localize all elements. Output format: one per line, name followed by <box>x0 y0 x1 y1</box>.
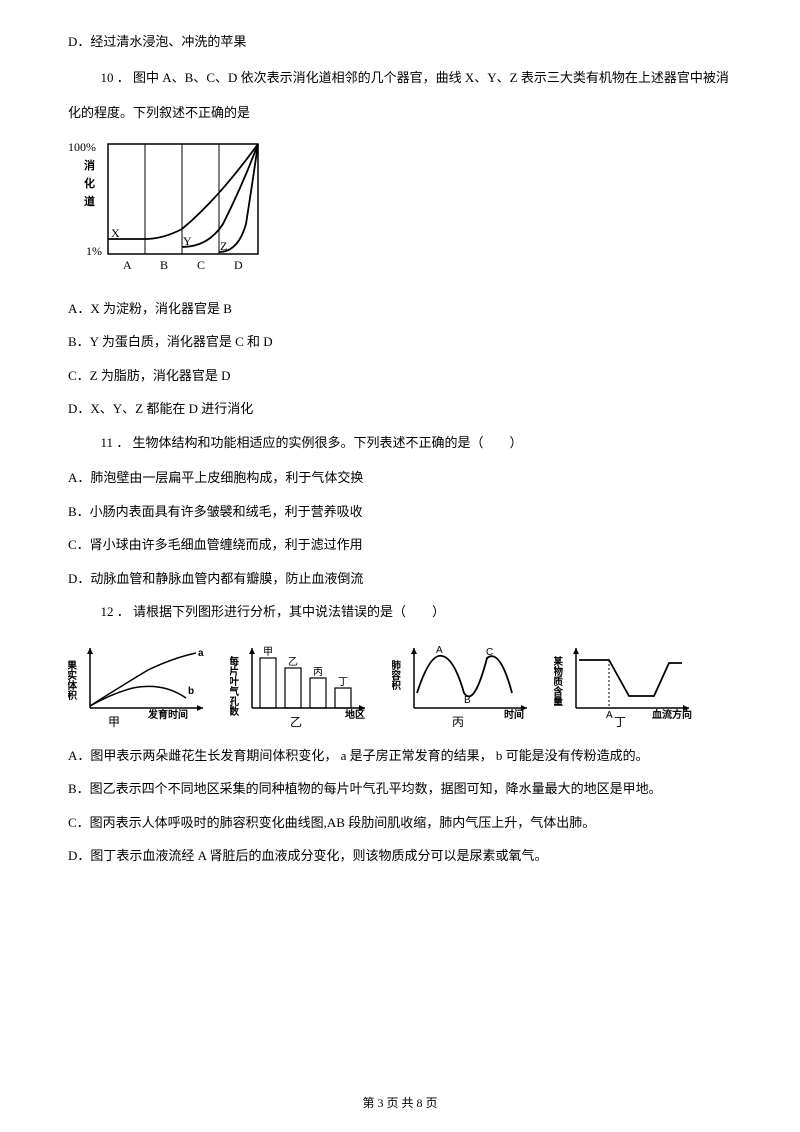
xl-a: A <box>123 258 132 272</box>
ding-label: 丁 <box>614 715 626 728</box>
q10-opt-b: B．Y 为蛋白质，消化器官是 C 和 D <box>68 332 732 352</box>
chart-yi: 每片叶气孔数 甲 乙 丙 丁 地区 乙 <box>230 638 380 728</box>
q10-opt-a: A．X 为淀粉，消化器官是 B <box>68 299 732 319</box>
q12-opt-b: B．图乙表示四个不同地区采集的同种植物的每片叶气孔平均数，据图可知，降水量最大的… <box>68 779 732 799</box>
jia-y: 果实体积 <box>68 659 78 700</box>
q12-text: 请根据下列图形进行分析，其中说法错误的是（ ） <box>133 604 445 619</box>
yi-b4: 丁 <box>338 677 348 688</box>
q10-text1: 图中 A、B、C、D 依次表示消化道相邻的几个器官，曲线 X、Y、Z 表示三大类… <box>133 70 729 85</box>
chart-ytop: 100% <box>68 140 96 154</box>
chart-ding: 某物质含量 A 血流方向 丁 <box>554 638 704 728</box>
curve-y: Y <box>183 234 192 248</box>
xl-b: B <box>160 258 168 272</box>
q11-stem: 11 ． 生物体结构和功能相适应的实例很多。下列表述不正确的是（ ） <box>68 433 732 453</box>
q10-opt-d: D．X、Y、Z 都能在 D 进行消化 <box>68 399 732 419</box>
chart-bing: 肺容积 A B C 时间 丙 <box>392 638 542 728</box>
chart-ybot: 1% <box>86 244 102 258</box>
q11-opt-a: A．肺泡壁由一层扁平上皮细胞构成，利于气体交换 <box>68 468 732 488</box>
jia-label: 甲 <box>108 715 120 728</box>
yi-b2: 乙 <box>288 656 298 668</box>
jia-a: a <box>198 648 204 659</box>
chart-ytitle-1: 消 <box>84 158 95 172</box>
q12-number: 12 ． <box>101 604 130 619</box>
chart-ytitle-3: 道 <box>84 194 95 208</box>
curve-z: Z <box>220 239 227 253</box>
q10-stem: 10 ． 图中 A、B、C、D 依次表示消化道相邻的几个器官，曲线 X、Y、Z … <box>68 68 732 88</box>
bing-label: 丙 <box>452 715 464 728</box>
ding-a: A <box>606 710 613 721</box>
q11-opt-b: B．小肠内表面具有许多皱襞和绒毛，利于营养吸收 <box>68 502 732 522</box>
q10-number: 10 ． <box>101 70 130 85</box>
bing-a: A <box>436 645 443 656</box>
yi-b3: 丙 <box>313 667 323 678</box>
chart-ytitle-2: 化 <box>84 176 95 190</box>
curve-x: X <box>111 226 120 240</box>
bing-c: C <box>486 647 493 658</box>
bing-y: 肺容积 <box>392 658 402 690</box>
bing-b: B <box>464 695 471 706</box>
q12-opt-d: D．图丁表示血液流经 A 肾脏后的血液成分变化，则该物质成分可以是尿素或氧气。 <box>68 846 732 866</box>
q11-number: 11 ． <box>101 435 130 450</box>
ding-x: 血流方向 <box>652 708 692 721</box>
bing-x: 时间 <box>504 708 524 721</box>
xl-d: D <box>234 258 243 272</box>
yi-label: 乙 <box>290 715 302 728</box>
xl-c: C <box>197 258 205 272</box>
ding-y: 某物质含量 <box>554 654 563 705</box>
jia-x: 发育时间 <box>147 708 188 721</box>
yi-x: 地区 <box>345 708 365 721</box>
q10-opt-c: C．Z 为脂肪，消化器官是 D <box>68 366 732 386</box>
chart-jia: 果实体积 a b 发育时间 甲 <box>68 638 218 728</box>
q12-charts: 果实体积 a b 发育时间 甲 每片叶气孔数 甲 乙 丙 丁 地区 乙 肺容积 … <box>68 638 732 728</box>
q12-stem: 12 ． 请根据下列图形进行分析，其中说法错误的是（ ） <box>68 602 732 622</box>
q9-option-d: D．经过清水浸泡、冲洗的苹果 <box>68 32 732 52</box>
yi-y: 每片叶气孔数 <box>230 654 240 716</box>
q12-opt-c: C．图丙表示人体呼吸时的肺容积变化曲线图,AB 段肋间肌收缩，肺内气压上升，气体… <box>68 813 732 833</box>
q10-stem2: 化的程度。下列叙述不正确的是 <box>68 103 732 123</box>
q11-opt-d: D．动脉血管和静脉血管内都有瓣膜，防止血液倒流 <box>68 569 732 589</box>
jia-b: b <box>188 686 194 697</box>
page-footer: 第 3 页 共 8 页 <box>0 1094 800 1112</box>
q10-chart: 100% 消 化 道 1% X Y Z A B C D <box>68 139 732 279</box>
q11-text: 生物体结构和功能相适应的实例很多。下列表述不正确的是（ ） <box>133 435 523 450</box>
yi-b1: 甲 <box>263 647 273 658</box>
q12-opt-a: A．图甲表示两朵雌花生长发育期间体积变化， a 是子房正常发育的结果， b 可能… <box>68 746 732 766</box>
q11-opt-c: C．肾小球由许多毛细血管缠绕而成，利于滤过作用 <box>68 535 732 555</box>
